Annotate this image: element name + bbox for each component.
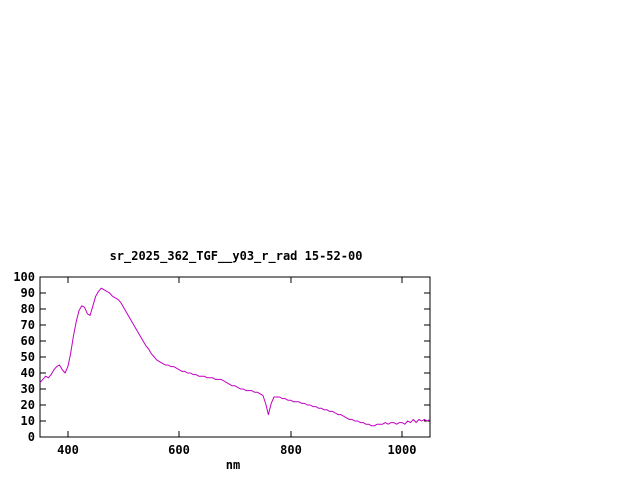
y-tick-label: 60 xyxy=(20,334,35,348)
y-tick-label: 90 xyxy=(20,286,35,300)
x-axis-label: nm xyxy=(225,458,241,472)
y-tick-label: 70 xyxy=(20,318,35,332)
y-tick-label: 100 xyxy=(13,270,35,284)
x-tick-label: 400 xyxy=(57,443,79,457)
y-tick-label: 50 xyxy=(20,350,35,364)
y-tick-label: 80 xyxy=(20,302,35,316)
y-tick-label: 0 xyxy=(27,430,35,444)
y-tick-label: 20 xyxy=(20,398,35,412)
x-tick-label: 800 xyxy=(280,443,302,457)
y-tick-label: 30 xyxy=(20,382,35,396)
y-tick-label: 10 xyxy=(20,414,35,428)
x-tick-label: 1000 xyxy=(387,443,417,457)
y-tick-label: 40 xyxy=(20,366,35,380)
chart-title: sr_2025_362_TGF__y03_r_rad 15-52-00 xyxy=(109,249,363,263)
x-tick-label: 600 xyxy=(168,443,190,457)
